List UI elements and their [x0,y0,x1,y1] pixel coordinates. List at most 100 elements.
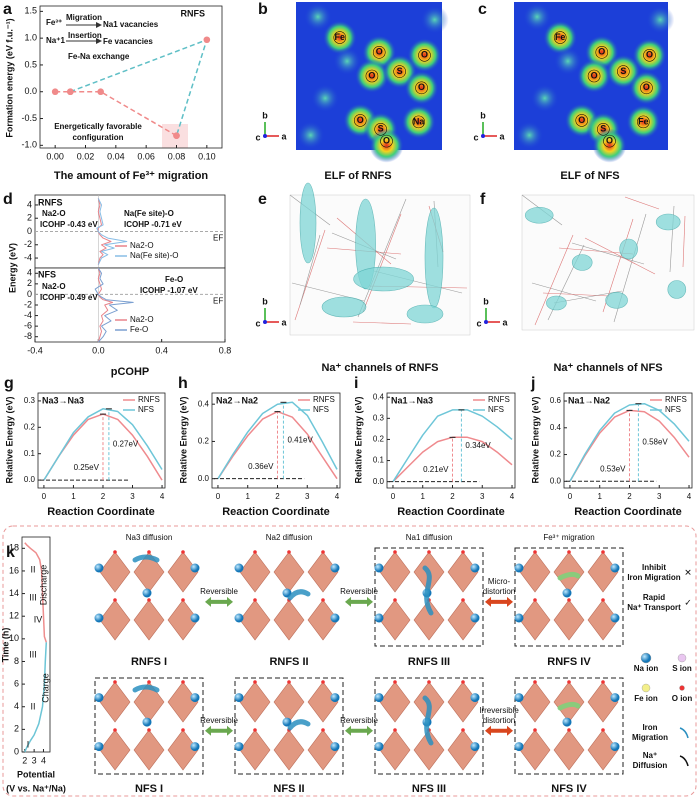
atom-label: O [578,115,585,125]
y-tick-label: 0.0 [550,476,562,485]
series-label: Discharge [38,565,48,606]
polyhedron [519,599,551,641]
o-atom [533,680,537,684]
na-atom [470,613,480,623]
o-atom [461,680,465,684]
annotation: IV [34,614,43,624]
y-tick-label: -1.0 [21,140,37,150]
na-atom [470,563,480,573]
series-line [97,267,114,343]
plot-frame [39,5,223,149]
elf-blob [401,104,436,139]
polyhedron [239,599,271,641]
y-tick-label: 10 [9,633,19,643]
panel-label: f [480,191,486,208]
polyhedron [379,681,411,723]
o-atom [181,598,185,602]
y-tick-label: 0.2 [198,437,210,446]
path-legend: Diffusion [633,761,668,770]
y-tick-label: 0.4 [550,423,562,432]
polyhedron [447,681,479,723]
x-tick-label: 0 [568,492,573,501]
axis-label: a [502,317,508,327]
x-tick-label: 0.00 [46,151,64,161]
o-atom [113,728,117,732]
axis-label: a [281,131,287,141]
na-atom [94,613,104,623]
series-line [97,198,112,265]
x-tick-label: 0.4 [155,345,168,355]
chart-title: Na3→Na3 [42,395,84,405]
axis-label: b [262,110,268,120]
ion-label: Na ion [634,664,659,673]
elf-blob [407,38,442,73]
axis-label: c [473,132,478,142]
fermi-label: EF [213,234,223,243]
step-label: Na2 diffusion [266,533,313,542]
na-atom [562,717,572,727]
plot-frame [34,267,226,343]
na-atom [94,742,104,752]
atom-marker [412,115,425,129]
y-tick-label: 0 [27,289,32,299]
x-tick-label: 4 [335,492,340,501]
barrier-label: 0.41eV [287,436,313,445]
legend-label: NFS [138,405,154,414]
atom-label: O [598,47,605,57]
state-label: NFS II [273,783,304,795]
o-atom [601,728,605,732]
barrier-label: 0.27eV [113,440,139,449]
polyhedron [413,729,445,771]
step-label: Na1 diffusion [406,533,453,542]
elf-blob [296,121,325,150]
migration-path [287,719,311,731]
migration-path [287,589,311,601]
na-atom [330,563,340,573]
axis-label: a [281,317,287,327]
axis-dot [481,134,485,138]
channel-density [524,206,554,224]
transition-arrow [205,596,233,607]
o-atom [181,550,185,554]
o-atom [321,728,325,732]
elf-blob [404,70,439,105]
elf-blob [632,38,667,73]
atom-marker [372,46,386,59]
o-atom [601,550,605,554]
transition-label: Reversible [200,587,238,596]
data-point [97,88,104,96]
o-atom [567,598,571,602]
atom-marker [595,46,609,59]
cell-frame [374,677,484,775]
annotation: II [30,564,35,574]
o-atom [253,550,257,554]
na-atom [514,742,524,752]
o-atom [393,550,397,554]
polyhedron [273,599,305,641]
legend-label: Na(Fe site)-O [130,251,178,260]
atom-marker [637,115,650,129]
series-line [569,402,690,482]
o-atom [147,550,151,554]
polyhedron [307,599,339,641]
annotation: Na1 vacancies [103,20,159,29]
y-tick-label: 0.2 [550,450,562,459]
series-line [217,401,338,480]
o-atom [253,598,257,602]
elf-blob [311,84,340,113]
legend-label: Na2-O [130,315,154,324]
legend-text: Inhibit [642,563,666,572]
bond-line [352,321,412,325]
panel-label: d [3,191,13,208]
panel-label: i [354,375,358,392]
x-tick-label: 2 [627,492,632,501]
x-axis-label: The amount of Fe³⁺ migration [54,170,209,182]
annotation: configuration [72,133,123,142]
elf-blob [626,104,661,139]
annotation: Na(Fe site)-O [124,209,174,218]
o-atom [601,598,605,602]
elf-blob [515,121,544,150]
polyhedron [413,599,445,641]
bond-line [362,213,402,313]
polyhedron [553,681,585,723]
